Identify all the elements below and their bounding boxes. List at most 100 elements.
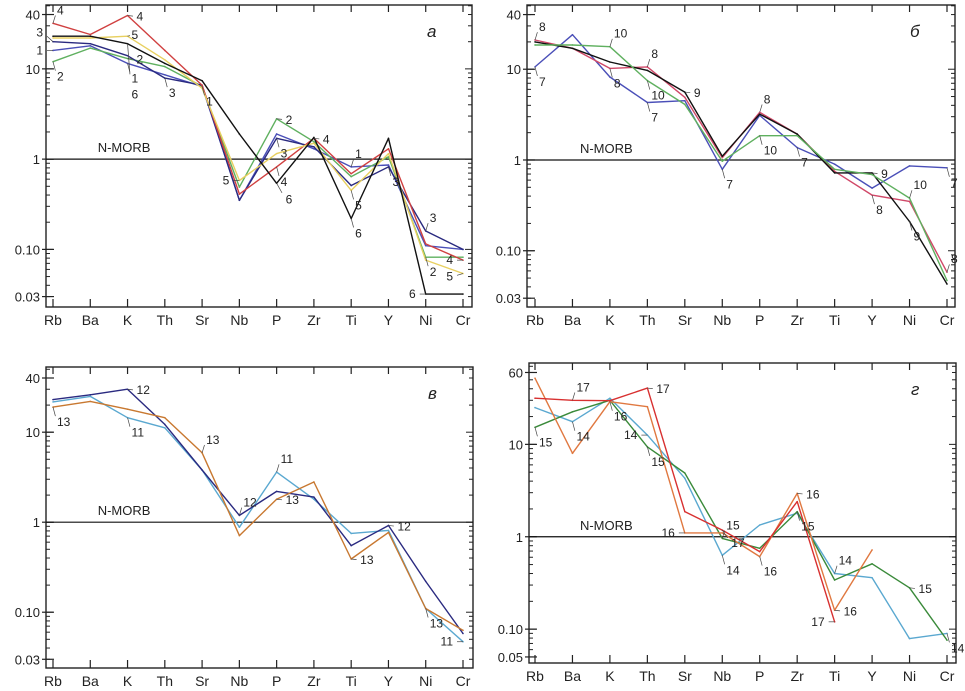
label-leader — [276, 464, 280, 473]
label-leader — [534, 32, 538, 41]
data-point-12 — [89, 394, 92, 396]
data-point-4 — [201, 84, 203, 86]
label-leader — [201, 86, 205, 96]
data-point-12 — [201, 469, 203, 471]
data-point-9 — [609, 61, 611, 63]
data-point-1 — [89, 45, 92, 47]
data-point-12 — [164, 423, 166, 426]
x-tick-label: Ti — [346, 673, 357, 689]
label-leader — [276, 498, 283, 501]
series-line-5 — [53, 35, 464, 275]
data-point-4 — [424, 243, 427, 245]
data-point-13 — [89, 400, 92, 403]
x-tick-label: Ti — [346, 312, 357, 328]
label-leader — [127, 35, 131, 37]
data-point-11 — [238, 526, 241, 528]
data-point-16 — [721, 532, 724, 534]
series-label: 16 — [614, 410, 628, 424]
series-label: 5 — [446, 270, 453, 284]
data-point-7 — [609, 76, 611, 78]
series-label: 9 — [914, 230, 921, 244]
x-tick-label: Zr — [791, 668, 805, 684]
x-tick-label: P — [272, 673, 281, 689]
label-leader — [759, 135, 763, 145]
label-leader — [909, 190, 913, 199]
data-point-11 — [313, 498, 315, 501]
reference-label: N-MORB — [98, 140, 151, 155]
series-label: 6 — [355, 226, 362, 240]
data-point-2 — [313, 140, 315, 143]
data-point-17 — [609, 399, 611, 402]
series-label: 3 — [169, 86, 176, 100]
data-point-6 — [201, 79, 203, 82]
data-point-11 — [387, 529, 390, 532]
data-point-1 — [164, 73, 166, 76]
x-tick-label: P — [755, 668, 764, 684]
data-point-11 — [52, 401, 54, 403]
plot-frame — [45, 366, 474, 669]
data-point-15 — [684, 472, 686, 474]
series-label: 7 — [651, 110, 658, 124]
y-tick-label: 0.05 — [498, 650, 523, 665]
data-point-12 — [313, 496, 315, 498]
data-point-10 — [534, 44, 536, 46]
x-tick-label: Cr — [456, 312, 471, 328]
label-leader — [351, 558, 357, 560]
label-leader — [872, 172, 878, 174]
series-label: 7 — [726, 177, 733, 191]
x-tick-label: Y — [867, 668, 877, 684]
y-tick-label: 0.03 — [15, 652, 40, 667]
series-label: 5 — [132, 28, 139, 42]
data-point-9 — [571, 47, 574, 50]
label-leader — [647, 446, 651, 456]
data-point-13 — [462, 629, 464, 632]
series-label: 4 — [57, 3, 64, 17]
series-label: 6 — [132, 88, 139, 102]
label-leader — [127, 15, 133, 17]
x-tick-label: K — [123, 312, 133, 328]
series-line-2 — [52, 47, 463, 258]
x-tick-label: Nb — [230, 673, 248, 689]
series-label: 17 — [576, 380, 590, 394]
data-point-11 — [164, 426, 166, 429]
data-point-3 — [313, 145, 315, 148]
data-point-15 — [871, 562, 873, 565]
series-label: 9 — [694, 86, 701, 100]
label-leader — [946, 633, 950, 643]
label-leader — [572, 392, 576, 401]
panel-1: 40 10 1 0.10 0.03 Rb Ba K Th Sr Nb P Zr Ti Y Ni Cr N-MORB… — [15, 3, 473, 328]
y-tick-label: 1 — [514, 153, 521, 168]
label-leader — [164, 78, 168, 88]
data-point-8 — [684, 96, 686, 99]
data-point-6 — [164, 62, 166, 65]
label-leader — [609, 68, 613, 78]
label-leader — [834, 565, 838, 574]
label-leader — [647, 102, 651, 112]
data-point-10 — [871, 173, 873, 176]
data-point-4 — [350, 172, 352, 175]
series-label: 2 — [286, 113, 293, 127]
x-tick-label: Ba — [564, 668, 581, 684]
label-leader — [276, 118, 283, 120]
series-line-9 — [534, 41, 948, 285]
plot-frame — [526, 4, 956, 308]
data-point-1 — [313, 148, 315, 150]
x-tick-label: Cr — [456, 673, 471, 689]
data-point-5 — [387, 152, 390, 155]
label-leader — [759, 104, 763, 113]
x-tick-label: Zr — [791, 312, 805, 328]
panel-3: 40 10 1 0.10 0.03 Rb Ba K Th Sr Nb P Zr Ti Y Ni Cr N-MORB… — [15, 366, 474, 689]
data-point-3 — [126, 54, 129, 57]
series-label: 2 — [430, 265, 437, 279]
label-leader — [239, 507, 243, 516]
label-leader — [46, 36, 54, 42]
data-point-16 — [646, 405, 649, 408]
data-point-7 — [871, 187, 873, 189]
label-leader — [946, 264, 950, 273]
label-leader — [721, 169, 726, 179]
x-tick-label: Sr — [195, 673, 209, 689]
label-leader — [313, 137, 320, 140]
series-label: 14 — [726, 563, 740, 577]
label-leader — [388, 166, 392, 176]
